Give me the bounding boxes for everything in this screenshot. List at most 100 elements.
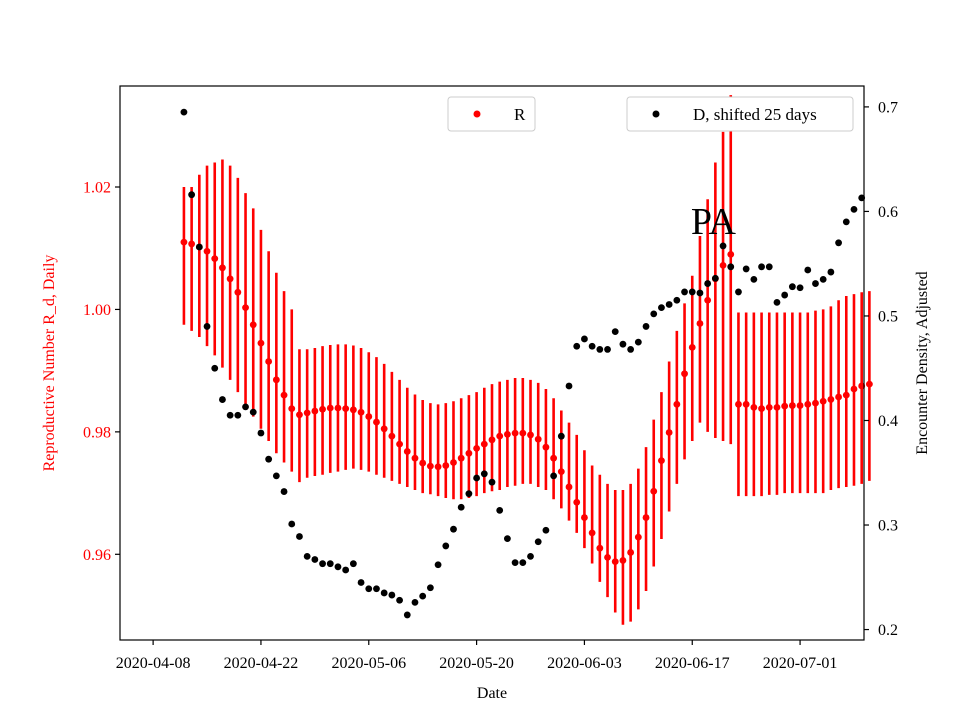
r-point	[588, 529, 596, 537]
r-point	[257, 339, 265, 347]
r-point	[426, 462, 434, 470]
d-point	[735, 288, 742, 296]
d-point	[542, 526, 550, 534]
d-point	[396, 596, 403, 604]
r-point	[796, 402, 804, 409]
d-point	[411, 598, 419, 606]
d-point	[711, 274, 719, 282]
r-point	[650, 487, 658, 495]
d-point	[219, 396, 226, 403]
d-point	[319, 560, 326, 568]
r-point	[265, 358, 273, 365]
d-point	[257, 429, 265, 437]
d-point	[380, 589, 388, 597]
r-point	[842, 391, 850, 399]
d-point	[419, 592, 427, 600]
d-point	[858, 194, 866, 202]
legend-r: R	[447, 96, 536, 132]
r-point	[534, 435, 542, 443]
d-point	[788, 283, 796, 291]
r-point	[326, 404, 334, 412]
d-point	[557, 432, 565, 440]
r-point	[542, 443, 550, 451]
r-point	[473, 444, 480, 452]
r-point	[365, 413, 373, 420]
r-point	[311, 407, 319, 415]
d-point	[688, 288, 696, 296]
r-point	[511, 429, 519, 437]
legend-d-box	[626, 96, 854, 132]
left-y-tick-label: 0.96	[83, 547, 111, 564]
r-point	[804, 400, 812, 408]
d-point	[496, 506, 504, 514]
d-point	[758, 263, 765, 271]
x-tick-label: 2020-04-22	[224, 655, 299, 672]
r-point	[488, 436, 496, 444]
d-point	[480, 470, 488, 478]
d-point	[296, 533, 303, 540]
d-point	[426, 584, 434, 592]
d-point	[457, 503, 465, 511]
right-y-axis: 0.2 0.3 0.4 0.5 0.6 0.7	[864, 99, 898, 639]
left-y-axis-label: Reproductive Number R_d, Daily	[41, 255, 58, 472]
r-point	[396, 440, 403, 448]
d-point	[272, 472, 280, 480]
d-point	[581, 335, 588, 343]
x-tick-label: 2020-06-03	[547, 655, 622, 672]
r-point	[565, 483, 573, 491]
r-point	[550, 454, 558, 462]
right-y-tick-label: 0.7	[878, 99, 898, 116]
r-point	[504, 430, 511, 438]
r-point	[581, 514, 588, 521]
left-y-tick-label: 1.02	[83, 180, 111, 197]
d-point	[627, 346, 635, 353]
d-point	[704, 280, 712, 287]
d-series	[180, 108, 866, 619]
d-point	[819, 275, 827, 283]
r-point	[419, 459, 427, 467]
d-point	[534, 538, 542, 546]
d-point	[403, 611, 411, 619]
legend-d: D, shifted 25 days	[626, 96, 854, 132]
r-point	[188, 240, 196, 248]
d-point	[280, 488, 288, 495]
d-point	[226, 411, 234, 419]
left-y-tick-label: 1.00	[83, 302, 111, 319]
r-point	[303, 409, 311, 417]
x-axis: 2020-04-08 2020-04-22 2020-05-06 2020-05-20…	[116, 640, 837, 672]
r-point	[219, 264, 226, 272]
d-point	[504, 535, 511, 543]
d-point	[511, 559, 519, 567]
r-point	[296, 411, 303, 419]
r-point	[465, 449, 473, 457]
r-point	[380, 425, 388, 433]
r-point	[765, 403, 773, 411]
r-point	[858, 382, 866, 390]
r-point	[812, 399, 819, 407]
d-point	[658, 304, 665, 311]
left-y-axis: 0.96 0.98 1.00 1.02	[83, 180, 120, 564]
r-point	[242, 304, 249, 311]
r-point	[865, 380, 873, 388]
r-point	[719, 261, 727, 269]
r-point	[557, 468, 565, 476]
d-point	[334, 563, 342, 571]
d-point	[642, 323, 650, 330]
r-point	[288, 405, 296, 413]
d-point	[342, 566, 350, 574]
r-point	[788, 402, 796, 409]
region-label: PA	[691, 201, 737, 243]
legend-r-box	[447, 96, 536, 132]
right-y-tick-label: 0.6	[878, 204, 898, 221]
d-point	[550, 472, 558, 480]
d-point	[850, 205, 858, 213]
d-point	[673, 296, 681, 304]
right-y-axis-label: Encounter Density, Adjusted	[914, 271, 931, 454]
r-point	[342, 405, 350, 413]
r-point	[203, 247, 211, 255]
d-point	[604, 346, 611, 353]
plot-frame	[119, 85, 865, 641]
r-point	[403, 448, 411, 455]
d-point	[450, 525, 457, 533]
r-point	[450, 459, 457, 466]
